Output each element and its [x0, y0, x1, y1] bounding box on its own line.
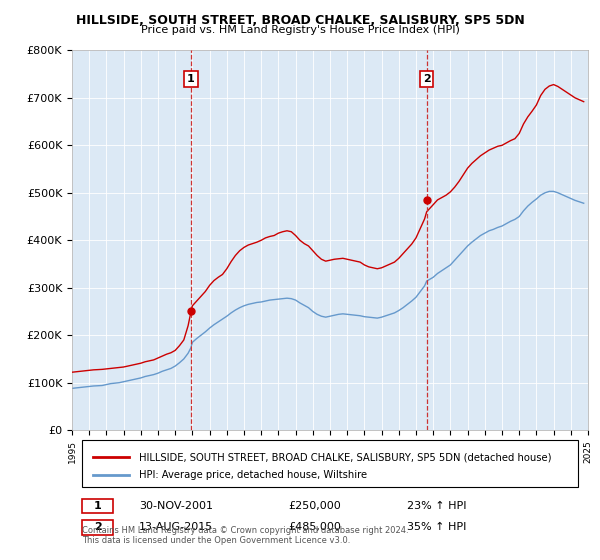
FancyBboxPatch shape — [82, 499, 113, 513]
Text: £485,000: £485,000 — [289, 522, 341, 533]
Text: 2: 2 — [94, 522, 101, 533]
Text: £250,000: £250,000 — [289, 501, 341, 511]
Text: Price paid vs. HM Land Registry's House Price Index (HPI): Price paid vs. HM Land Registry's House … — [140, 25, 460, 35]
Text: 35% ↑ HPI: 35% ↑ HPI — [407, 522, 467, 533]
Text: HILLSIDE, SOUTH STREET, BROAD CHALKE, SALISBURY, SP5 5DN: HILLSIDE, SOUTH STREET, BROAD CHALKE, SA… — [76, 14, 524, 27]
FancyBboxPatch shape — [82, 440, 578, 487]
Text: 1: 1 — [187, 74, 195, 84]
Text: HPI: Average price, detached house, Wiltshire: HPI: Average price, detached house, Wilt… — [139, 470, 367, 480]
Text: 23% ↑ HPI: 23% ↑ HPI — [407, 501, 467, 511]
Text: HILLSIDE, SOUTH STREET, BROAD CHALKE, SALISBURY, SP5 5DN (detached house): HILLSIDE, SOUTH STREET, BROAD CHALKE, SA… — [139, 452, 551, 463]
Text: 1: 1 — [94, 501, 101, 511]
Text: 13-AUG-2015: 13-AUG-2015 — [139, 522, 214, 533]
Text: 30-NOV-2001: 30-NOV-2001 — [139, 501, 213, 511]
FancyBboxPatch shape — [82, 520, 113, 535]
Text: Contains HM Land Registry data © Crown copyright and database right 2024.
This d: Contains HM Land Registry data © Crown c… — [82, 526, 409, 545]
Text: 2: 2 — [423, 74, 431, 84]
